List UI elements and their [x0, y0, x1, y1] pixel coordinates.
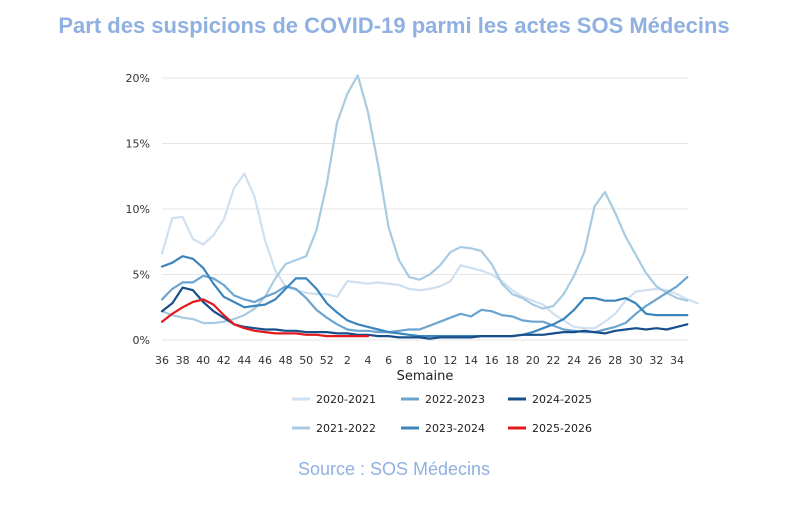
x-tick-label: 10 [423, 354, 437, 367]
y-tick-label: 20% [126, 72, 150, 85]
x-tick-label: 30 [629, 354, 643, 367]
series-line-2021-2022 [160, 74, 689, 325]
y-tick-label: 10% [126, 203, 150, 216]
legend-label: 2025-2026 [532, 422, 592, 435]
x-tick-label: 48 [279, 354, 293, 367]
x-tick-label: 52 [320, 354, 334, 367]
series-line-2024-2025 [160, 286, 689, 340]
source-caption: Source : SOS Médecins [297, 459, 491, 479]
legend-label: 2022-2023 [425, 393, 485, 406]
x-tick-label: 38 [176, 354, 190, 367]
x-tick-label: 34 [670, 354, 684, 367]
x-tick-label: 26 [588, 354, 602, 367]
x-tick-label: 28 [608, 354, 622, 367]
x-tick-label: 4 [365, 354, 372, 367]
x-tick-label: 20 [526, 354, 540, 367]
chart-series [160, 74, 699, 340]
x-tick-label: 18 [505, 354, 519, 367]
y-tick-label: 15% [126, 138, 150, 151]
y-tick-label: 0% [133, 334, 150, 347]
y-axis-ticks: 0% 5% 10% 15% 20% [126, 72, 150, 347]
x-tick-label: 46 [258, 354, 272, 367]
legend-item-2021-2022: 2021-2022 [292, 422, 376, 435]
legend-label: 2024-2025 [532, 393, 592, 406]
series-line-2022-2023 [160, 274, 689, 334]
series-line-2023-2024 [160, 255, 689, 338]
legend-label: 2021-2022 [316, 422, 376, 435]
x-tick-label: 22 [546, 354, 560, 367]
x-tick-label: 44 [237, 354, 251, 367]
legend-label: 2023-2024 [425, 422, 485, 435]
legend-item-2023-2024: 2023-2024 [401, 422, 485, 435]
chart-legend: 2020-2021 2021-2022 2022-2023 2023-2024 2024… [292, 393, 592, 435]
x-tick-label: 32 [649, 354, 663, 367]
page-title: Part des suspicions de COVID-19 parmi le… [58, 13, 730, 38]
legend-item-2020-2021: 2020-2021 [292, 393, 376, 406]
legend-item-2022-2023: 2022-2023 [401, 393, 485, 406]
x-axis-ticks: 36 38 40 42 44 46 48 50 52 2 4 6 8 10 12 14 16 18 20 22 24 26… [155, 354, 684, 367]
legend-item-2024-2025: 2024-2025 [508, 393, 592, 406]
y-tick-label: 5% [133, 269, 150, 282]
series-line-2025-2026 [160, 298, 370, 338]
chart-grid [162, 77, 688, 341]
x-tick-label: 40 [196, 354, 210, 367]
x-axis-label: Semaine [397, 369, 454, 384]
x-tick-label: 16 [485, 354, 499, 367]
x-tick-label: 36 [155, 354, 169, 367]
x-tick-label: 14 [464, 354, 478, 367]
x-tick-label: 42 [217, 354, 231, 367]
x-tick-label: 8 [406, 354, 413, 367]
x-tick-label: 12 [443, 354, 457, 367]
x-tick-label: 50 [299, 354, 313, 367]
x-tick-label: 2 [344, 354, 351, 367]
series-line-2020-2021 [160, 172, 699, 330]
x-tick-label: 24 [567, 354, 581, 367]
x-tick-label: 6 [385, 354, 392, 367]
legend-label: 2020-2021 [316, 393, 376, 406]
legend-item-2025-2026: 2025-2026 [508, 422, 592, 435]
